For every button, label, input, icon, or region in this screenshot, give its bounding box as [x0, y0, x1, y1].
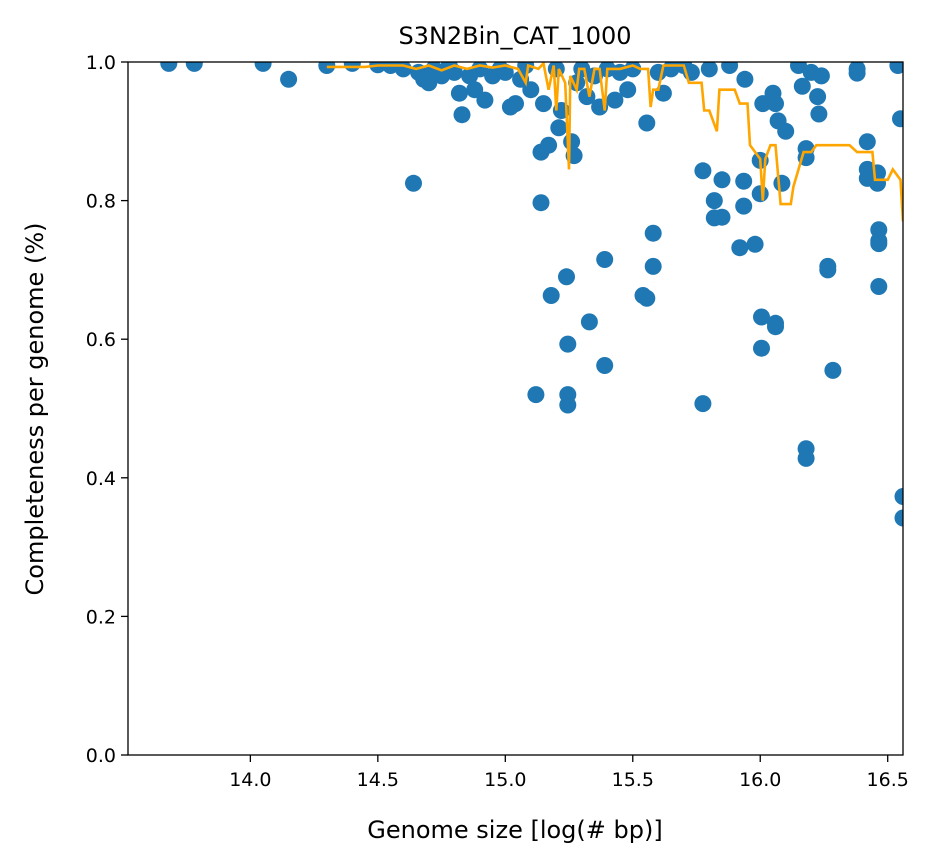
data-point	[809, 88, 827, 106]
data-point	[824, 361, 842, 379]
data-point	[767, 95, 784, 113]
data-point	[736, 70, 754, 88]
y-tick-label: 0.0	[86, 745, 116, 767]
data-point	[713, 171, 731, 189]
data-point	[580, 313, 598, 331]
data-point	[507, 95, 524, 113]
x-axis-label: Genome size [log(# bp)]	[367, 816, 662, 844]
data-point	[160, 62, 178, 72]
data-point	[812, 67, 830, 85]
x-tick-label: 15.5	[612, 769, 654, 791]
data-point	[550, 119, 568, 137]
y-tick-label: 1.0	[86, 52, 116, 74]
data-point	[596, 251, 614, 268]
data-point	[870, 235, 888, 253]
data-point	[559, 396, 577, 414]
data-point	[713, 208, 731, 226]
data-point	[889, 62, 903, 74]
x-tick-label: 14.5	[357, 769, 399, 791]
data-point	[754, 95, 772, 113]
y-axis-ticks: 0.0 0.2 0.4 0.6 0.8 1.0	[86, 52, 128, 767]
data-point	[476, 91, 494, 109]
y-tick-label: 0.4	[86, 468, 116, 490]
data-point	[540, 136, 558, 154]
data-point	[797, 449, 815, 467]
data-point	[753, 308, 770, 326]
data-point	[619, 81, 637, 99]
y-tick-label: 0.6	[86, 329, 116, 351]
data-point	[731, 239, 749, 257]
plot-frame	[127, 61, 904, 756]
data-point	[735, 172, 753, 190]
data-point	[254, 62, 272, 72]
data-point	[694, 395, 712, 413]
data-point	[790, 62, 807, 74]
data-point	[466, 81, 484, 99]
data-point	[700, 62, 718, 78]
data-point	[638, 114, 656, 132]
data-point	[751, 185, 769, 203]
data-point	[559, 335, 577, 353]
data-point	[870, 278, 888, 295]
data-point	[773, 174, 791, 192]
data-point	[777, 122, 795, 140]
data-point	[810, 105, 828, 123]
y-axis-label: Completeness per genome (%)	[21, 223, 49, 596]
data-point	[848, 64, 866, 82]
data-point	[694, 162, 712, 180]
data-point	[644, 257, 662, 275]
data-point	[793, 77, 811, 95]
trend-line-layer	[326, 62, 903, 222]
y-tick-label: 0.8	[86, 191, 116, 213]
data-point	[819, 261, 837, 279]
data-point	[542, 287, 560, 304]
data-point	[705, 192, 723, 210]
data-point	[746, 235, 764, 253]
data-point	[767, 318, 784, 336]
data-point	[535, 95, 552, 113]
data-point	[496, 63, 514, 81]
data-point	[894, 488, 903, 505]
x-axis-ticks: 14.0 14.5 15.0 15.5 16.0 16.5	[229, 755, 909, 791]
data-point	[453, 106, 471, 124]
data-point	[280, 70, 298, 88]
data-point	[527, 386, 545, 404]
data-point	[394, 62, 412, 78]
data-point	[405, 174, 422, 192]
data-point	[721, 62, 739, 74]
y-tick-label: 0.2	[86, 606, 116, 628]
x-tick-label: 15.0	[484, 769, 526, 791]
data-point	[558, 268, 575, 286]
x-tick-label: 14.0	[229, 769, 271, 791]
trend-line	[326, 62, 903, 222]
data-point	[450, 84, 468, 102]
data-point	[858, 133, 876, 151]
data-point	[644, 224, 662, 242]
data-point	[753, 339, 770, 357]
data-point	[606, 91, 624, 109]
x-tick-label: 16.0	[739, 769, 781, 791]
data-point	[894, 509, 903, 527]
data-point	[532, 194, 550, 212]
data-point	[735, 197, 753, 215]
data-point	[638, 289, 656, 307]
data-point	[869, 174, 886, 192]
data-point	[654, 84, 672, 102]
data-point	[420, 74, 438, 92]
data-point	[596, 357, 614, 374]
chart-title: S3N2Bin_CAT_1000	[398, 22, 631, 50]
data-point	[185, 62, 203, 72]
data-point	[892, 110, 903, 128]
x-tick-label: 16.5	[867, 769, 909, 791]
